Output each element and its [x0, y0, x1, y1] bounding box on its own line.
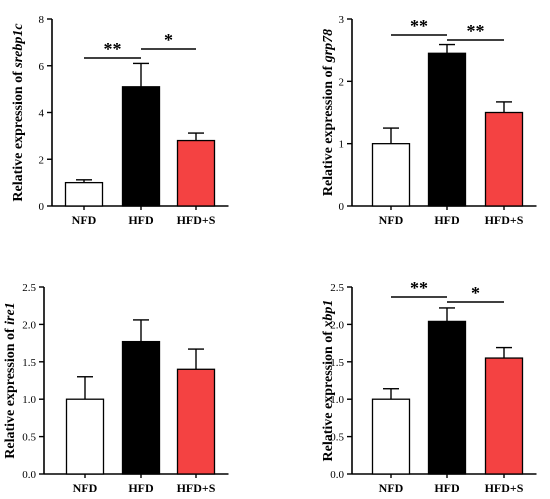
x-tick-label: NFD	[379, 481, 404, 495]
y-tick-label: 1	[339, 139, 345, 151]
x-tick-label: HFD+S	[177, 481, 216, 495]
significance-label: **	[410, 278, 428, 298]
y-axis-title: Relative expression of grp78	[321, 29, 336, 196]
y-tick-label: 1.5	[22, 357, 36, 369]
y-tick-label: 6	[39, 61, 45, 73]
y-axis-title-gene: ire1	[3, 302, 18, 325]
panel-ire1: 0.0 0.5 1.0 1.5 2.0 2.5 NFD HFD HFD+S Relative ex…	[3, 282, 229, 495]
bar-hfd-plus-s	[484, 357, 524, 475]
bar-hfd	[427, 320, 467, 475]
y-tick-label: 0	[39, 201, 45, 213]
y-axis-title-prefix: Relative expression of	[321, 62, 336, 196]
y-tick-label: 2.5	[330, 282, 344, 294]
bar-hfd	[427, 52, 467, 207]
y-tick-label: 2.0	[330, 319, 344, 331]
y-axis-title: Relative expression of ire1	[3, 302, 18, 458]
x-tick-label: NFD	[73, 481, 98, 495]
y-tick-label: 0	[339, 201, 345, 213]
bar-hfd-plus-s	[176, 368, 216, 475]
y-tick-label: 2	[339, 76, 345, 88]
y-tick-label: 8	[39, 14, 45, 26]
y-axis-title-gene: srebp1c	[11, 23, 26, 69]
y-axis-title: Relative expression of xbp1	[321, 300, 336, 462]
bar-hfd-plus-s	[484, 111, 524, 207]
y-axis-title-prefix: Relative expression of	[3, 325, 18, 459]
y-tick-label: 1.5	[330, 357, 344, 369]
panel-grp78: 0 1 2 3 NFD HFD HFD+S ** ** Relative expression o…	[321, 14, 537, 227]
y-tick-label: 1.0	[330, 394, 344, 406]
y-axis-title-gene: xbp1	[321, 300, 336, 329]
y-tick-label: 1.0	[22, 394, 36, 406]
significance-label: *	[471, 283, 480, 303]
y-tick-label: 0.0	[330, 469, 344, 481]
x-tick-label: HFD+S	[485, 213, 524, 227]
x-tick-label: HFD+S	[177, 213, 216, 227]
y-tick-label: 4	[39, 108, 45, 120]
y-tick-label: 2.0	[22, 319, 36, 331]
x-tick-label: HFD	[434, 481, 460, 495]
y-tick-label: 2.5	[22, 282, 36, 294]
x-tick-label: NFD	[379, 213, 404, 227]
bar-nfd	[371, 143, 411, 207]
y-tick-label: 0.0	[22, 469, 36, 481]
bar-hfd	[121, 340, 161, 475]
significance-label: **	[410, 16, 428, 36]
y-axis-title-prefix: Relative expression of	[321, 328, 336, 462]
bar-nfd	[65, 398, 105, 475]
bar-nfd	[64, 181, 104, 207]
y-axis-title-gene: grp78	[321, 29, 336, 63]
x-tick-label: HFD	[128, 213, 154, 227]
bar-hfd	[121, 86, 161, 207]
y-tick-label: 2	[39, 154, 45, 166]
x-tick-label: HFD	[434, 213, 460, 227]
y-tick-label: 3	[339, 14, 345, 26]
y-axis-title-prefix: Relative expression of	[11, 68, 26, 202]
x-tick-label: HFD	[128, 481, 154, 495]
bar-hfd-plus-s	[176, 139, 216, 207]
y-tick-label: 0.5	[22, 432, 36, 444]
significance-label: **	[467, 21, 485, 41]
y-axis-title: Relative expression of srebp1c	[11, 23, 26, 202]
significance-label: **	[104, 39, 122, 59]
significance-label: *	[164, 30, 173, 50]
x-tick-label: HFD+S	[485, 481, 524, 495]
bar-nfd	[371, 398, 411, 475]
y-tick-label: 0.5	[330, 432, 344, 444]
x-tick-label: NFD	[72, 213, 97, 227]
